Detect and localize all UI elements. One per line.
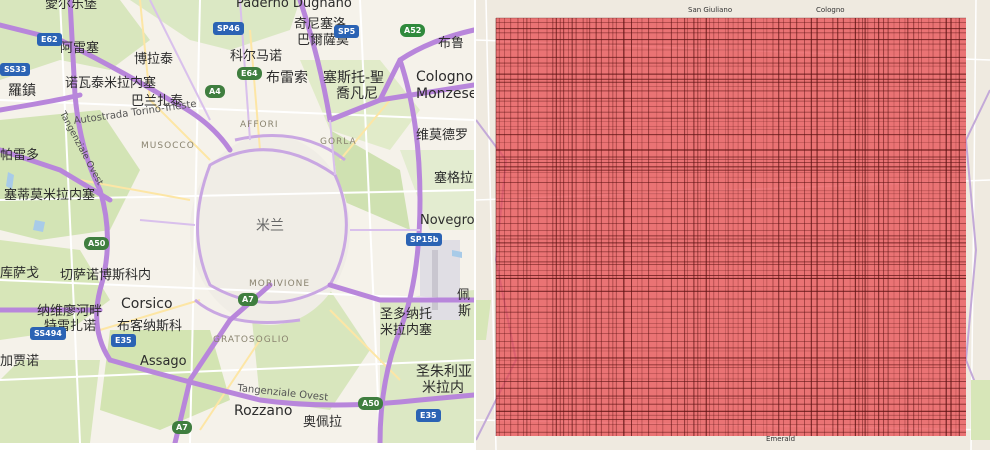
road-shield: E35 <box>416 409 441 422</box>
road-shield: A7 <box>172 421 192 434</box>
city-label: Assago <box>140 354 187 369</box>
city-label: Paderno Dugnano <box>236 0 352 11</box>
city-label: Monzese <box>416 86 474 102</box>
city-label: 巴兰扎泰 <box>131 94 184 109</box>
city-label: 切萨诺博斯科内 <box>60 268 152 283</box>
city-label: 纳维廖河畔 <box>37 304 103 319</box>
city-label: 博拉泰 <box>134 52 174 67</box>
city-label: 诺瓦泰米拉内塞 <box>65 76 157 91</box>
city-label: 奥佩拉 <box>303 415 343 430</box>
district-label: AFFORI <box>240 120 279 130</box>
road-shield: A4 <box>205 85 225 98</box>
road-shield: A7 <box>238 293 258 306</box>
city-label: 羅鎮 <box>8 83 36 99</box>
city-label: Corsico <box>121 296 173 312</box>
city-label: 库萨戈 <box>0 266 40 281</box>
district-label: MUSOCCO <box>141 141 195 151</box>
city-label: 奇尼塞洛 <box>294 17 347 32</box>
road-shield: E35 <box>111 334 136 347</box>
road-shield: A52 <box>400 24 426 37</box>
city-label: 加贾诺 <box>0 354 40 369</box>
city-label: 帕雷多 <box>0 148 40 163</box>
city-label: 塞斯托-聖 <box>323 70 385 86</box>
road-shield: SP15b <box>406 233 443 246</box>
road-shield: A50 <box>358 397 384 410</box>
city-label: 塞格拉 <box>434 171 474 186</box>
road-shield: SP5 <box>334 25 360 38</box>
left-map[interactable]: 愛尔乐堡 Paderno Dugnano 奇尼塞洛 巴爾薩莫 布鲁 阿雷塞 博拉… <box>0 0 474 443</box>
city-label: Rozzano <box>234 403 293 419</box>
road-shield: E62 <box>37 33 62 46</box>
city-label: 布雷索 <box>266 70 308 86</box>
city-label: 喬凡尼 <box>336 86 378 102</box>
road-shield: SP46 <box>213 22 244 35</box>
city-label: 科尔马诺 <box>230 49 283 64</box>
city-label: Cologno <box>416 69 474 85</box>
city-label: 愛尔乐堡 <box>45 0 98 12</box>
district-label: GORLA <box>320 137 357 147</box>
road-shield: E64 <box>237 67 262 80</box>
city-label: 维莫德罗 <box>416 128 469 143</box>
district-label: GRATOSOGLIO <box>213 335 290 345</box>
road-shield: A50 <box>84 237 110 250</box>
city-label: 布客纳斯科 <box>117 319 183 334</box>
city-label: 斯 <box>458 304 472 319</box>
city-label: 阿雷塞 <box>60 41 100 56</box>
city-center-label: 米兰 <box>256 218 284 234</box>
map-place-label: Cologno <box>816 6 845 14</box>
road-shield: SS494 <box>30 327 66 340</box>
city-label: 圣多纳托 <box>380 307 433 322</box>
left-map-base <box>0 0 474 443</box>
road-shield: SS33 <box>0 63 31 76</box>
heatmap-grid-overlay <box>495 17 966 436</box>
city-label: Novegro <box>420 213 474 228</box>
map-place-label: Emerald <box>766 435 796 443</box>
city-label: 米拉内 <box>422 380 464 396</box>
city-label: 布鲁 <box>438 36 465 51</box>
city-label: 圣朱利亚 <box>416 364 472 380</box>
city-label: 塞蒂莫米拉内塞 <box>4 188 96 203</box>
map-place-label: San Giuliano <box>688 6 733 14</box>
district-label: MORIVIONE <box>249 279 311 289</box>
right-map[interactable]: San Giuliano Cologno Emerald <box>476 0 990 450</box>
city-label: 佩 <box>457 288 471 303</box>
city-label: 米拉内塞 <box>380 323 433 338</box>
